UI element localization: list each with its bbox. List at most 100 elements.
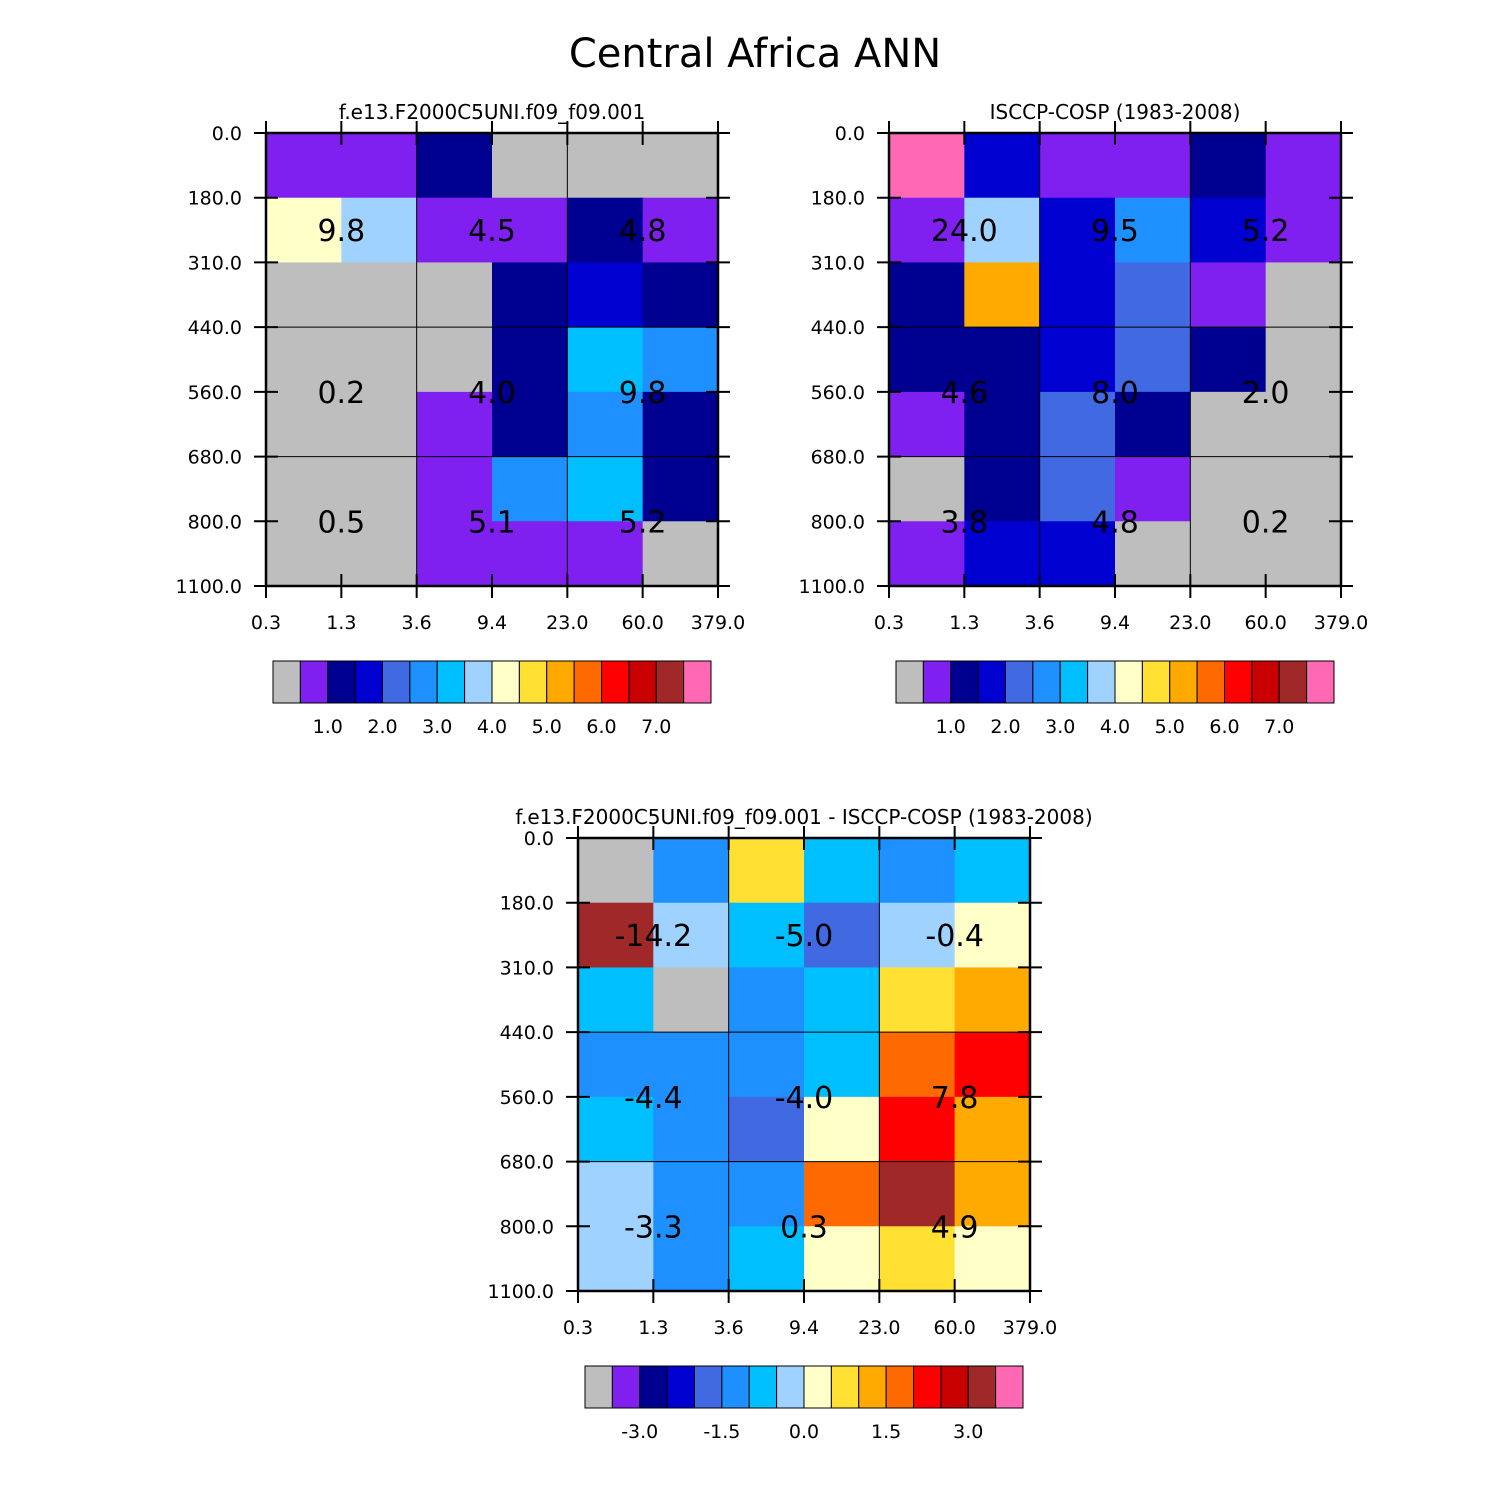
heatmap-cell [889, 521, 965, 587]
heatmap-cell [578, 1161, 654, 1227]
colorbar-swatch [895, 660, 924, 704]
heatmap-cell [567, 391, 644, 458]
total-value-label: -3.3 [624, 1210, 683, 1245]
y-tick-label: 560.0 [811, 382, 865, 404]
x-tick-label: 1.3 [949, 612, 979, 634]
heatmap-cell [1115, 327, 1191, 393]
x-tick-label: 1.3 [326, 612, 356, 634]
colorbar-swatch [1251, 660, 1280, 704]
y-tick-label: 310.0 [500, 957, 554, 979]
total-value-label: 4.8 [619, 214, 667, 249]
heatmap-cell [341, 262, 418, 328]
total-value-label: 0.3 [780, 1210, 828, 1245]
colorbar-label: 1.0 [936, 716, 966, 738]
total-value-label: -0.4 [925, 919, 984, 954]
colorbar-swatch [546, 660, 575, 704]
x-tick-label: 379.0 [691, 612, 745, 634]
heatmap-cell [964, 133, 1041, 199]
heatmap-cell [879, 1096, 956, 1163]
total-value-label: -5.0 [775, 919, 834, 954]
colorbar-swatch [940, 1365, 969, 1409]
colorbar-swatch [1059, 660, 1089, 704]
x-tick-label: 0.3 [874, 612, 904, 634]
heatmap-cell [653, 1226, 730, 1292]
heatmap-cell [642, 197, 719, 263]
colorbar-swatch [1196, 660, 1225, 704]
heatmap-cell [578, 967, 654, 1033]
heatmap-cell [642, 133, 719, 199]
heatmap-cell [954, 1032, 1031, 1098]
colorbar-swatch [995, 1365, 1024, 1409]
heatmap-cell [653, 1161, 730, 1227]
heatmap-cell [416, 521, 493, 587]
heatmap-cell [728, 838, 805, 904]
y-tick-label: 310.0 [188, 252, 242, 274]
heatmap-cell [804, 1226, 880, 1292]
heatmap-cell [341, 327, 418, 393]
heatmap-cell [642, 521, 719, 587]
heatmap-cell [1190, 327, 1267, 393]
colorbar-swatch [967, 1365, 997, 1409]
panel-title: f.e13.F2000C5UNI.f09_f09.001 - ISCCP-COS… [515, 805, 1092, 829]
x-tick-label: 23.0 [858, 1317, 900, 1339]
heatmap-cell [1265, 262, 1342, 328]
total-value-label: 5.2 [1242, 214, 1290, 249]
colorbar-label: 1.0 [313, 716, 343, 738]
heatmap-cell [492, 521, 568, 587]
colorbar-swatch [382, 660, 411, 704]
panel-title: ISCCP-COSP (1983-2008) [990, 100, 1241, 124]
y-tick-label: 180.0 [500, 893, 554, 915]
heatmap-cell [804, 1096, 880, 1163]
heatmap-cell [653, 967, 730, 1033]
total-value-label: 2.0 [1242, 376, 1290, 411]
colorbar-swatch [491, 660, 520, 704]
x-tick-label: 379.0 [1314, 612, 1368, 634]
colorbar-swatch [1224, 660, 1253, 704]
heatmap-cell [1115, 133, 1191, 199]
heatmap-cell [567, 456, 644, 522]
heatmap-cell [653, 902, 730, 968]
colorbar-label: 4.0 [477, 716, 507, 738]
heatmap-cell [804, 1032, 880, 1098]
colorbar-label: 5.0 [1155, 716, 1185, 738]
heatmap-cell [954, 967, 1031, 1033]
heatmap-cell [1039, 327, 1116, 393]
x-tick-label: 379.0 [1003, 1317, 1057, 1339]
y-tick-label: 680.0 [188, 447, 242, 469]
heatmap-cell [416, 327, 493, 393]
colorbar-swatch [922, 660, 952, 704]
heatmap-cell [266, 327, 342, 393]
colorbar-label: 2.0 [990, 716, 1020, 738]
colorbar-label: 7.0 [641, 716, 671, 738]
total-value-label: -14.2 [615, 919, 693, 954]
heatmap-cell [578, 1032, 654, 1098]
heatmap-cell [728, 1226, 805, 1292]
y-tick-label: 310.0 [811, 252, 865, 274]
colorbar-swatch [830, 1365, 860, 1409]
x-tick-label: 60.0 [1245, 612, 1287, 634]
colorbar-swatch [885, 1365, 914, 1409]
heatmap-cell [492, 133, 568, 199]
heatmap-cell [266, 133, 342, 199]
total-value-label: 5.2 [619, 505, 667, 540]
heatmap-cell [1115, 262, 1191, 328]
x-tick-label: 1.3 [638, 1317, 668, 1339]
heatmap-cell [642, 391, 719, 458]
colorbar-label: -3.0 [621, 1421, 658, 1443]
colorbar-swatch [272, 660, 301, 704]
total-value-label: 8.0 [1091, 376, 1139, 411]
heatmap-cell [954, 902, 1031, 968]
colorbar-swatch [584, 1365, 613, 1409]
y-tick-label: 1100.0 [799, 576, 865, 598]
colorbar-label: 3.0 [953, 1421, 983, 1443]
heatmap-cell [879, 1032, 956, 1098]
heatmap-cell [964, 262, 1041, 328]
heatmap-cell [804, 967, 880, 1033]
heatmap-cell [578, 838, 654, 904]
colorbar-swatch [409, 660, 438, 704]
heatmap-cell [492, 262, 568, 328]
heatmap-cell [653, 1032, 730, 1098]
y-tick-label: 180.0 [811, 188, 865, 210]
heatmap-cell [964, 327, 1041, 393]
